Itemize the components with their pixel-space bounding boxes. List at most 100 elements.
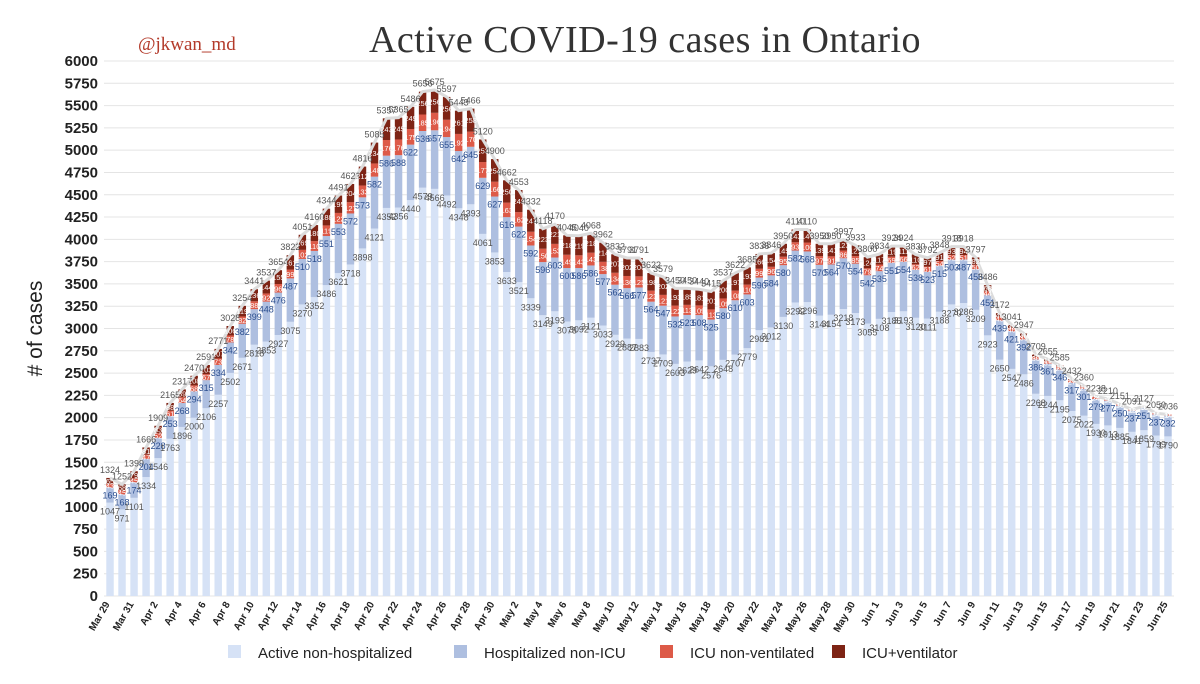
bar-segment-3 [719,298,727,309]
series-2-data-label: 253 [163,419,178,429]
series-1-data-label: 3193 [545,315,565,325]
bar-segment-2 [214,364,222,395]
series-4-data-label: 5 [1094,393,1098,402]
series-3-data-label: 47 [142,453,150,462]
series-2-data-label: 547 [656,309,671,319]
x-tick-label: May 8 [570,600,594,630]
series-3-data-label: 45 [130,476,138,485]
series-3-data-label: 99 [755,269,763,278]
bar-segment-4 [322,208,331,226]
series-1-data-label: 3144 [809,320,829,330]
series-1-data-label: 2642 [689,364,709,374]
y-tick-label: 0 [90,588,98,605]
bar-segment-4 [863,257,872,269]
bar-segment-1 [1032,393,1040,596]
bar-segment-1 [635,338,643,596]
series-2-data-label: 551 [319,239,334,249]
bar-segment-4 [875,254,884,265]
series-1-data-label: 3111 [918,323,937,333]
x-tick-label: May 10 [591,600,617,635]
series-3-data-label: 61 [166,410,174,419]
series-3-data-label: 16 [1116,401,1124,410]
total-data-label: 1909 [148,413,168,423]
series-1-data-label: 3154 [821,319,841,329]
total-data-label: 2127 [1134,393,1154,403]
series-2-data-label: 610 [728,303,743,313]
series-4-data-label: 188 [320,213,333,222]
total-data-label: 3800 [857,244,877,254]
series-2-data-label: 586 [379,159,394,169]
bar-segment-2 [791,250,800,303]
bar-segment-1 [250,344,259,596]
bar-segment-2 [647,301,655,352]
bar-segment-1 [1092,423,1100,596]
bar-segment-2 [635,287,643,339]
series-1-data-label: 1763 [160,443,180,453]
bar-segment-4 [719,280,727,299]
series-3-data-label: 99 [286,270,294,279]
series-2-data-label: 627 [487,200,502,210]
y-axis-label: # of cases [24,281,47,377]
bar-segment-3 [779,256,787,266]
bar-segment-1 [899,311,908,596]
total-data-label: 2151 [1110,391,1130,401]
series-4-data-label: 12 [1080,382,1088,391]
series-1-data-label: 2927 [268,339,288,349]
series-4-data-label: 161 [284,258,297,267]
bar-segment-1 [166,438,174,596]
series-2-data-label: 551 [884,266,899,276]
y-tick-label: 2000 [65,410,98,427]
bar-segment-2 [250,309,259,345]
series-3-data-label: 175 [404,133,417,142]
series-1-data-label: 3173 [845,317,865,327]
bar-segment-1 [1068,410,1076,596]
bar-segment-3 [142,454,150,459]
series-2-data-label: 603 [547,261,562,271]
bar-segment-2 [707,319,715,367]
bar-segment-3 [923,266,932,272]
series-3-data-label: 148 [368,166,381,175]
series-2-data-label: 600 [559,271,574,281]
author-watermark: @jkwan_md [138,34,236,55]
series-2-data-label: 174 [127,485,142,495]
series-1-data-label: 3130 [773,321,793,331]
series-4-data-label: 81 [142,447,150,456]
total-data-label: 1324 [100,465,120,475]
series-4-data-label: 202 [621,263,634,272]
bar-segment-4 [334,195,343,213]
total-data-label: 1666 [136,434,156,444]
series-2-data-label: 572 [343,216,358,226]
bar-segment-2 [815,264,824,316]
series-4-data-label: 33 [1008,322,1016,331]
series-4-data-label: 180 [308,229,321,238]
series-2-data-label: 515 [932,269,947,279]
y-tick-label: 1000 [65,499,98,516]
bar-segment-1 [755,330,763,596]
bar-segment-1 [1164,436,1172,596]
bar-segment-2 [551,257,559,312]
bar-segment-4 [503,180,511,203]
bar-segment-3 [635,276,643,288]
bar-segment-3 [262,293,271,302]
series-4-data-label: 119 [885,247,897,256]
series-3-data-label: 143 [573,258,586,267]
bar-segment-3 [1007,327,1016,332]
series-1-data-label: 2486 [1014,378,1034,388]
series-4-data-label: 89 [178,389,186,398]
bar-segment-3 [983,291,992,296]
bar-segment-1 [118,509,126,596]
bar-segment-3 [815,256,824,265]
series-2-data-label: 294 [187,394,202,404]
series-3-data-label: 25 [1080,384,1088,393]
series-1-data-label: 2502 [220,377,240,387]
series-3-data-label: 52 [154,432,162,441]
bar-segment-2 [1164,415,1172,437]
bar-segment-4 [623,257,631,276]
bar-segment-4 [250,289,259,302]
series-1-data-label: 2981 [749,334,769,344]
bar-segment-1 [346,264,355,596]
series-3-data-label: 85 [851,256,859,265]
series-2-data-label: 168 [115,497,130,507]
bar-segment-1 [142,477,150,596]
x-tick-label: Jun 7 [932,600,955,628]
